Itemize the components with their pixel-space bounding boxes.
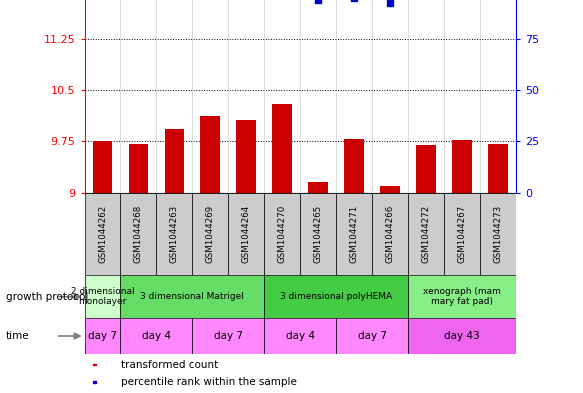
Text: percentile rank within the sample: percentile rank within the sample [121, 377, 297, 387]
Bar [336, 193, 372, 275]
Text: GSM1044270: GSM1044270 [278, 205, 287, 263]
Bar [416, 145, 436, 193]
Bar [237, 120, 256, 193]
Text: GSM1044265: GSM1044265 [314, 205, 323, 263]
Bar [192, 193, 229, 275]
Bar [229, 193, 264, 275]
Text: GSM1044263: GSM1044263 [170, 205, 179, 263]
Bar [201, 116, 220, 193]
Bar [300, 193, 336, 275]
Bar [380, 186, 400, 193]
Bar [336, 318, 408, 354]
Text: 2 dimensional
monolayer: 2 dimensional monolayer [71, 287, 134, 307]
Bar [85, 318, 121, 354]
Bar [121, 318, 192, 354]
Text: GSM1044266: GSM1044266 [385, 205, 395, 263]
Point [385, 0, 395, 6]
Bar [192, 318, 264, 354]
Bar [85, 275, 121, 318]
Point [350, 0, 359, 2]
Text: time: time [6, 331, 30, 341]
Text: 3 dimensional Matrigel: 3 dimensional Matrigel [141, 292, 244, 301]
Bar [452, 140, 472, 193]
Text: day 7: day 7 [214, 331, 243, 341]
Bar [93, 381, 96, 383]
Bar [121, 193, 156, 275]
Bar [480, 193, 516, 275]
Text: transformed count: transformed count [121, 360, 219, 370]
Text: GSM1044264: GSM1044264 [242, 205, 251, 263]
Text: GSM1044268: GSM1044268 [134, 205, 143, 263]
Bar [264, 318, 336, 354]
Bar [408, 193, 444, 275]
Text: GSM1044272: GSM1044272 [422, 205, 431, 263]
Text: growth protocol: growth protocol [6, 292, 88, 302]
Text: day 4: day 4 [286, 331, 315, 341]
Bar [93, 141, 113, 193]
Text: 3 dimensional polyHEMA: 3 dimensional polyHEMA [280, 292, 392, 301]
Bar [444, 193, 480, 275]
Text: GSM1044271: GSM1044271 [350, 205, 359, 263]
Bar [85, 193, 121, 275]
Bar [272, 104, 292, 193]
Text: GSM1044262: GSM1044262 [98, 205, 107, 263]
Bar [264, 193, 300, 275]
Bar [488, 143, 508, 193]
Bar [345, 140, 364, 193]
Bar [264, 275, 408, 318]
Text: day 4: day 4 [142, 331, 171, 341]
Text: day 7: day 7 [357, 331, 387, 341]
Bar [308, 182, 328, 193]
Bar [93, 364, 96, 365]
Text: xenograph (mam
mary fat pad): xenograph (mam mary fat pad) [423, 287, 501, 307]
Bar [408, 318, 516, 354]
Text: day 43: day 43 [444, 331, 480, 341]
Bar [164, 129, 184, 193]
Bar [408, 275, 516, 318]
Bar [121, 275, 264, 318]
Text: day 7: day 7 [88, 331, 117, 341]
Bar [129, 143, 148, 193]
Point [314, 0, 323, 4]
Bar [372, 193, 408, 275]
Bar [156, 193, 192, 275]
Text: GSM1044267: GSM1044267 [458, 205, 466, 263]
Text: GSM1044269: GSM1044269 [206, 205, 215, 263]
Text: GSM1044273: GSM1044273 [493, 205, 503, 263]
